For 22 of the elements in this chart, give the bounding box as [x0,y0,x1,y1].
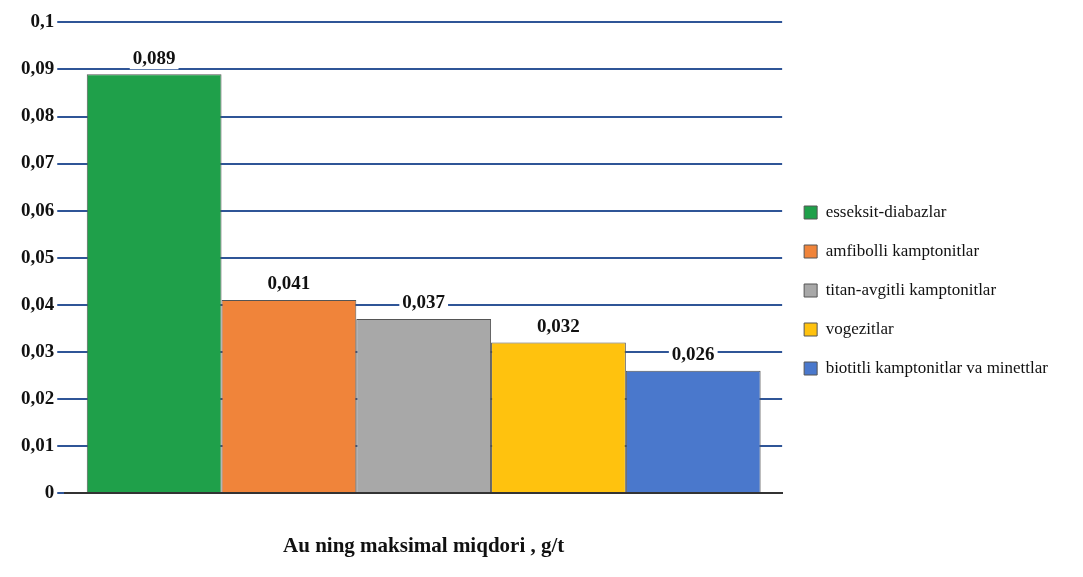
data-label: 0,037 [402,291,446,313]
y-tick-label: 0,07 [21,151,55,173]
data-label: 0,041 [267,272,311,294]
data-label: 0,032 [537,314,580,336]
y-tick-label: 0,09 [21,57,55,79]
x-axis-title: Au ning maksimal miqdori , g/t [283,532,565,557]
y-tick-label: 0,05 [21,245,55,267]
y-tick-label: 0,08 [21,104,55,126]
y-tick-label: 0,02 [21,386,55,408]
y-tick-label: 0,06 [21,198,55,220]
legend-label: amfibolli kamptonitlar [825,240,980,260]
data-label: 0,026 [671,343,715,365]
y-tick-label: 0,01 [21,433,55,455]
legend-label: biotitli kamptonitlar va minettlar [825,357,1049,377]
legend-label: vogezitlar [825,318,894,338]
legend-label: esseksit-diabazlar [825,201,947,221]
y-tick-label: 0 [44,480,55,502]
data-label: 0,089 [132,46,176,68]
legend-label: titan-avgitli kamptonitlar [825,279,997,299]
y-tick-label: 0,1 [30,10,55,32]
y-tick-label: 0,03 [21,339,55,361]
y-tick-label: 0,04 [21,292,55,314]
